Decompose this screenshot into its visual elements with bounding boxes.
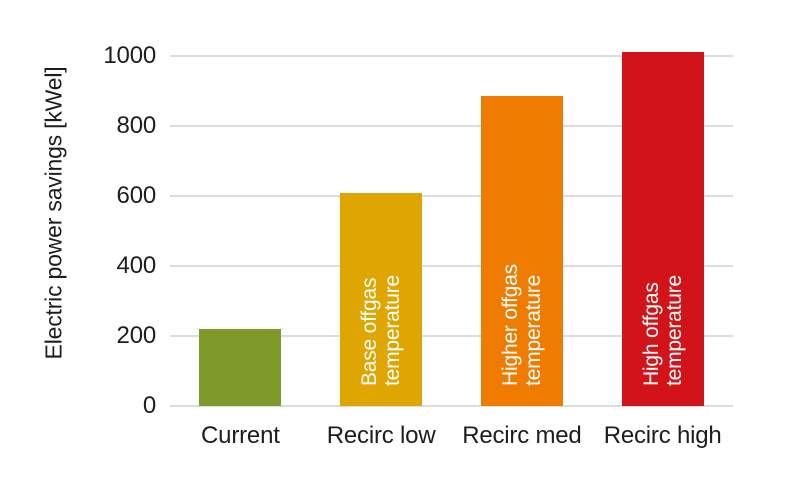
gridline — [170, 55, 733, 57]
bar-label: Base offgas temperature — [358, 274, 405, 386]
y-tick-label: 800 — [116, 112, 157, 139]
y-tick-label: 1000 — [103, 42, 156, 69]
y-tick-label: 0 — [142, 392, 156, 419]
gridline — [170, 125, 733, 127]
y-tick-label: 600 — [116, 182, 157, 209]
y-tick-label: 200 — [116, 322, 157, 349]
gridline — [170, 265, 733, 267]
plot-area: 0 200 400 600 800 1000 Current Base offgas temp… — [103, 21, 733, 449]
gridline — [170, 195, 733, 197]
x-tick-label: Current — [201, 422, 280, 449]
x-tick-label: Recirc low — [326, 422, 436, 449]
bar: Base offgas temperature — [340, 193, 423, 406]
bar-label: Higher offgas temperature — [498, 264, 545, 386]
gridline — [170, 335, 733, 337]
bar: Higher offgas temperature — [480, 96, 563, 406]
bar-label: High offgas temperature — [639, 274, 686, 386]
gridline — [170, 405, 733, 407]
x-tick-label: Recirc high — [603, 422, 722, 449]
y-axis-title: Electric power savings [kWel] — [40, 66, 67, 360]
bar: High offgas temperature — [621, 51, 704, 406]
y-tick-label: 400 — [116, 252, 157, 279]
bar — [199, 329, 282, 406]
x-tick-label: Recirc med — [462, 422, 582, 449]
